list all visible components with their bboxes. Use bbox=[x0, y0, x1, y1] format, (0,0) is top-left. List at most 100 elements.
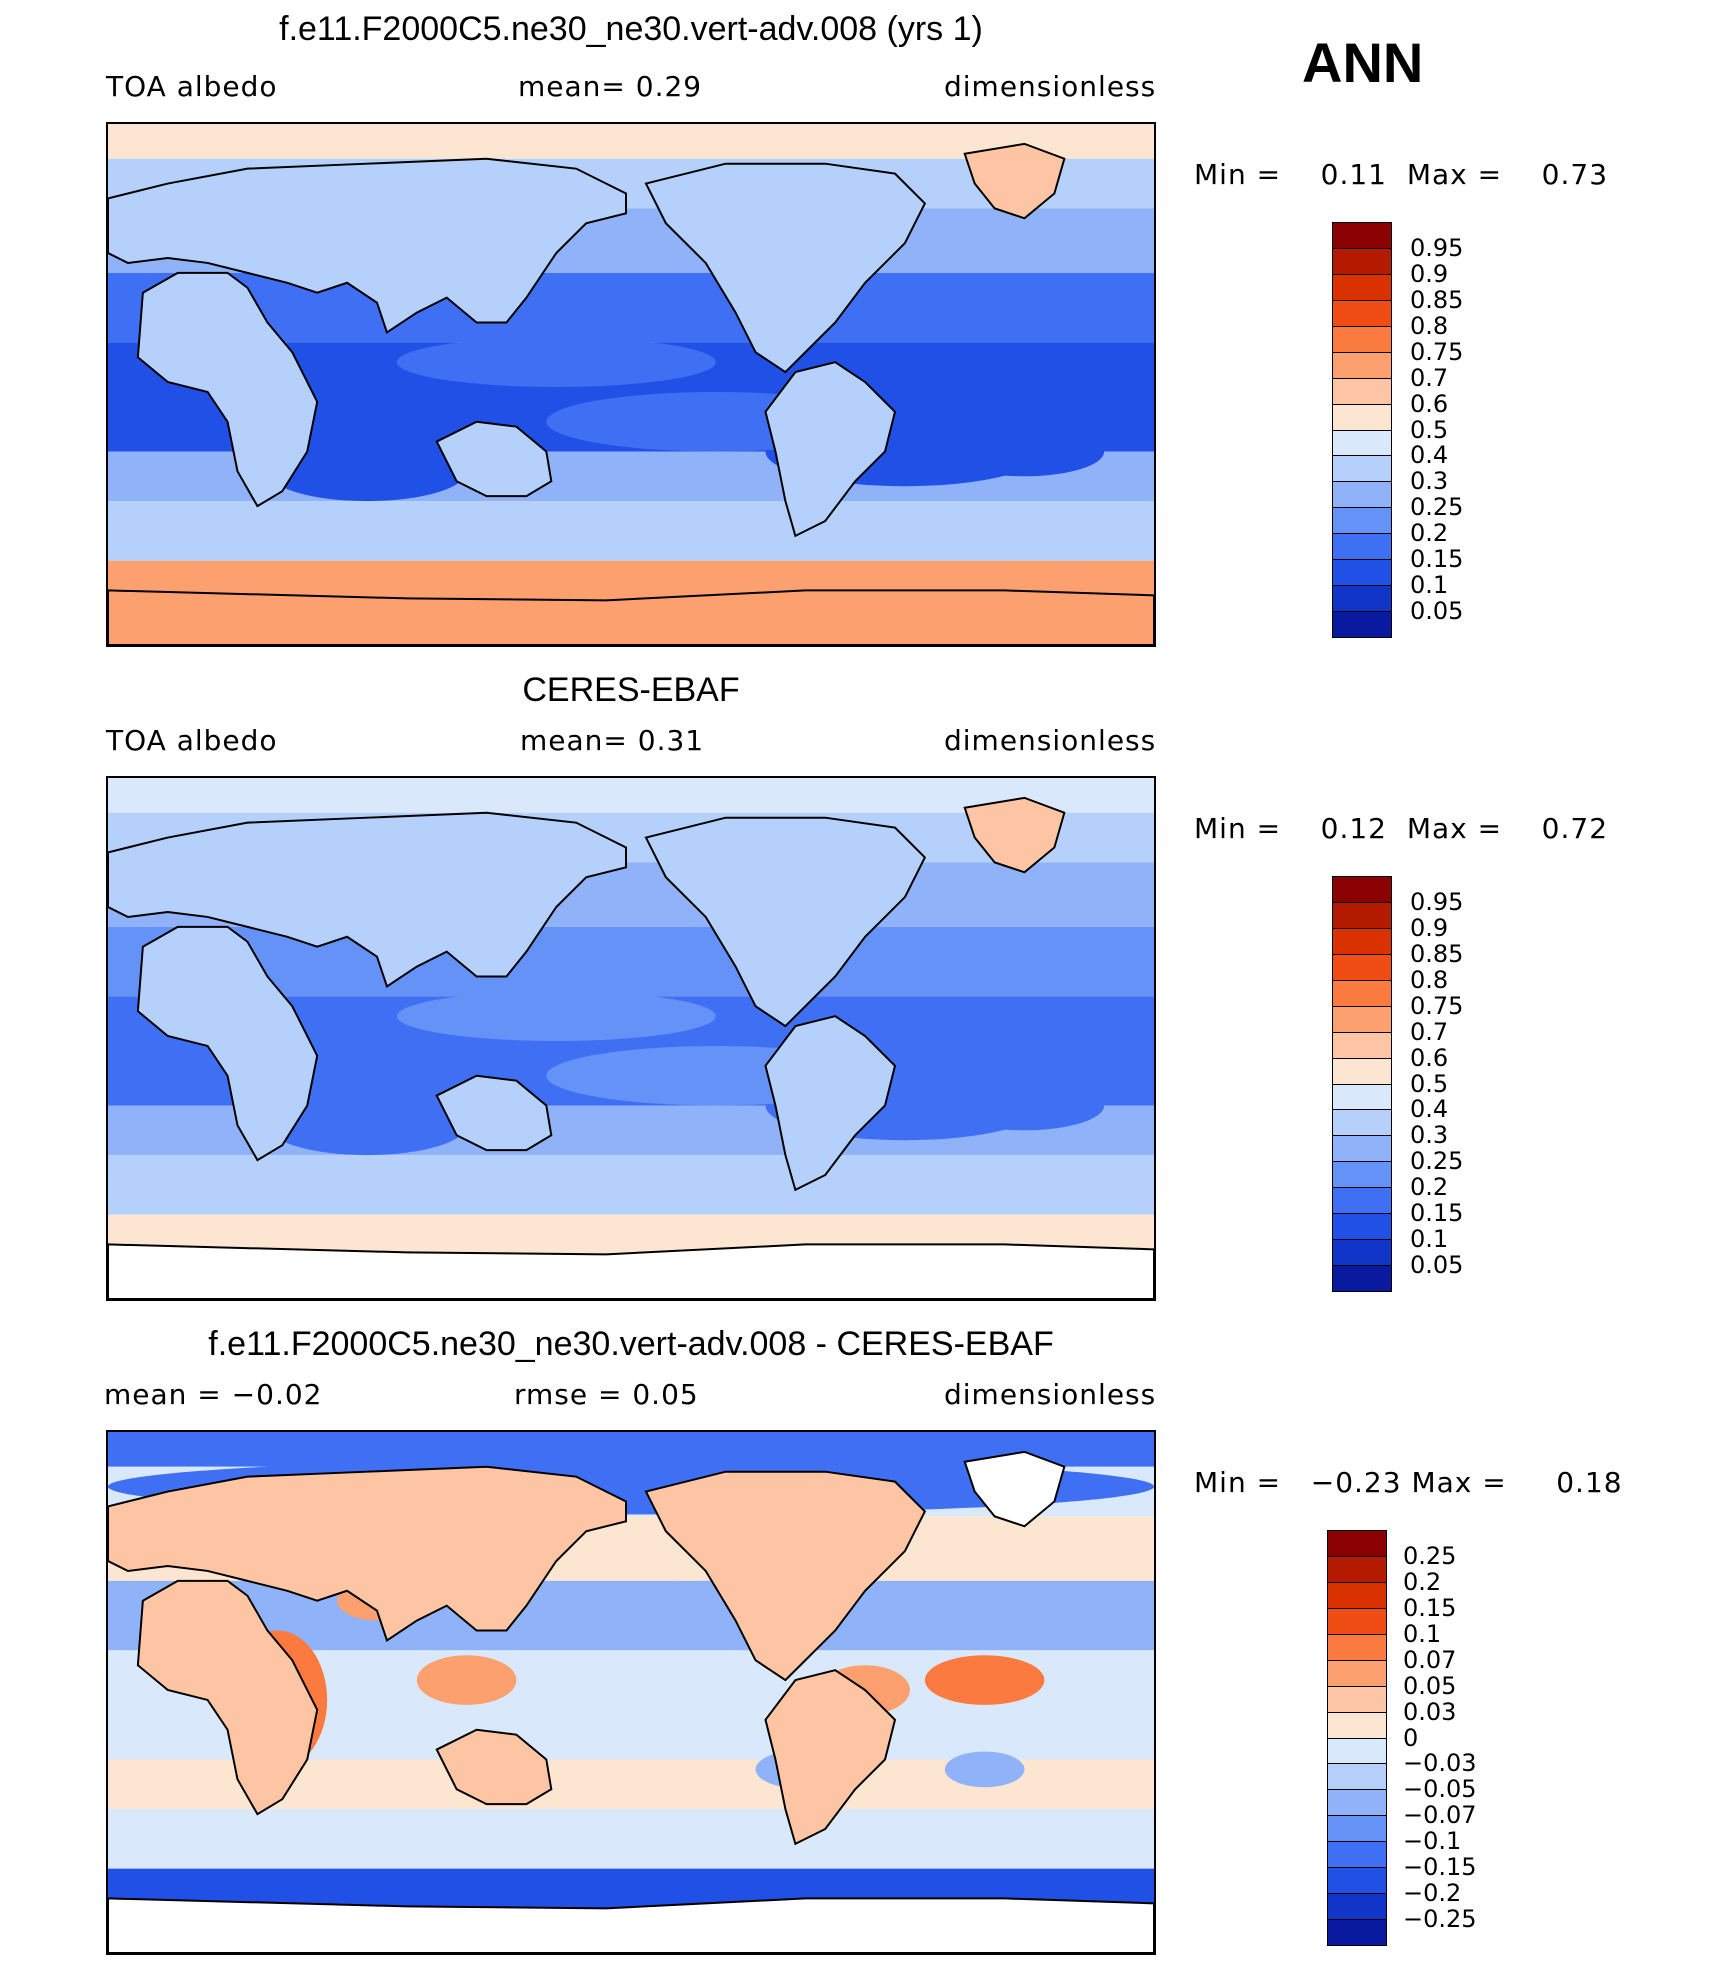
continent-africa bbox=[136, 271, 319, 508]
difference-feature bbox=[944, 1751, 1025, 1788]
colorbar-swatch bbox=[1332, 533, 1392, 561]
colorbar-tick-label: 0.15 bbox=[1410, 1199, 1464, 1228]
continent-samerica bbox=[764, 1669, 897, 1846]
zonal-band bbox=[108, 926, 1154, 997]
colorbar-swatch bbox=[1327, 1607, 1387, 1635]
colorbar-swatch bbox=[1332, 953, 1392, 981]
panel-2-variable-label: TOA albedo bbox=[106, 724, 278, 757]
colorbar-swatch bbox=[1327, 1685, 1387, 1713]
colorbar-tick-label: 0.5 bbox=[1410, 1069, 1449, 1098]
colorbar-tick-label: 0.7 bbox=[1410, 1017, 1449, 1046]
panel-2-colorbar: 0.95 0.9 0.85 0.8 0.75 0.7 0.6 0.5 0.4 0.3 0.25 0.2… bbox=[1332, 876, 1492, 1292]
colorbar-tick-label: 0.9 bbox=[1410, 913, 1449, 942]
colorbar-tick-label: 0.75 bbox=[1410, 337, 1464, 366]
ocean-feature bbox=[267, 1095, 467, 1156]
colorbar-tick-label: 0.2 bbox=[1410, 1173, 1449, 1202]
zonal-band bbox=[108, 272, 1154, 343]
colorbar-swatch bbox=[1332, 481, 1392, 509]
panel-3-units-label: dimensionless bbox=[944, 1378, 1157, 1411]
panel-2-units-label: dimensionless bbox=[944, 724, 1157, 757]
panel-1-units-label: dimensionless bbox=[944, 70, 1157, 103]
colorbar-swatch bbox=[1332, 222, 1392, 249]
panel-3-mean-label: mean = −0.02 bbox=[104, 1378, 323, 1411]
ocean-feature bbox=[396, 991, 716, 1041]
panel-3-max-label: Max = bbox=[1411, 1466, 1507, 1499]
colorbar-tick-label: 0.1 bbox=[1410, 571, 1449, 600]
ocean-feature bbox=[944, 426, 1105, 477]
colorbar-swatch bbox=[1327, 1530, 1387, 1557]
continent-australia bbox=[435, 420, 553, 498]
continent-australia bbox=[435, 1728, 553, 1806]
continent-namerica bbox=[644, 162, 927, 374]
colorbar-swatch bbox=[1327, 1581, 1387, 1609]
continent-antarctica bbox=[108, 1897, 1154, 1953]
colorbar-tick-label: 0.15 bbox=[1410, 545, 1464, 574]
colorbar-tick-label: 0.25 bbox=[1410, 493, 1464, 522]
colorbar-swatch bbox=[1332, 429, 1392, 457]
colorbar-tick-label: 0.2 bbox=[1410, 519, 1449, 548]
colorbar-swatch bbox=[1332, 377, 1392, 405]
panel-1-min-value: 0.11 bbox=[1320, 158, 1387, 191]
colorbar-tick-label: −0.25 bbox=[1403, 1905, 1477, 1934]
panel-1-mean-label: mean= 0.29 bbox=[518, 70, 703, 103]
panel-1-map bbox=[106, 122, 1156, 647]
colorbar-tick-label: −0.15 bbox=[1403, 1853, 1477, 1882]
colorbar-swatch bbox=[1332, 273, 1392, 301]
colorbar-tick-label: −0.05 bbox=[1403, 1775, 1477, 1804]
colorbar-tick-label: 0.6 bbox=[1410, 1043, 1449, 1072]
colorbar-swatch bbox=[1332, 455, 1392, 483]
colorbar-swatch bbox=[1332, 403, 1392, 431]
continent-antarctica bbox=[108, 1243, 1154, 1299]
panel-2-max-label: Max = bbox=[1406, 812, 1503, 845]
continent-greenland bbox=[963, 142, 1066, 220]
panel-2-title: CERES-EBAF bbox=[522, 671, 740, 709]
panel-2-mean-label: mean= 0.31 bbox=[520, 724, 705, 757]
colorbar-swatch bbox=[1327, 1893, 1387, 1921]
panel-2-min-label: Min = bbox=[1194, 812, 1282, 845]
colorbar-swatch bbox=[1327, 1867, 1387, 1895]
colorbar-swatch bbox=[1327, 1737, 1387, 1765]
zonal-band bbox=[108, 1809, 1154, 1869]
panel-3-rmse-label: rmse = 0.05 bbox=[514, 1378, 699, 1411]
ocean-feature bbox=[944, 1080, 1105, 1131]
colorbar-swatch bbox=[1327, 1555, 1387, 1583]
continent-africa bbox=[136, 1579, 319, 1816]
colorbar-tick-label: 0.75 bbox=[1410, 991, 1464, 1020]
colorbar-tick-label: 0.2 bbox=[1403, 1567, 1442, 1596]
colorbar-tick-label: 0.6 bbox=[1410, 389, 1449, 418]
panel-1-min-label: Min = bbox=[1194, 158, 1282, 191]
ocean-feature bbox=[396, 337, 716, 387]
panel-1-minmax: Min = 0.11 Max = 0.73 bbox=[1194, 158, 1608, 191]
colorbar-swatch bbox=[1332, 507, 1392, 535]
continent-namerica bbox=[644, 1470, 927, 1682]
ocean-feature bbox=[446, 1176, 965, 1213]
colorbar-swatch bbox=[1332, 901, 1392, 929]
colorbar-tick-label: −0.1 bbox=[1403, 1827, 1462, 1856]
colorbar-swatch bbox=[1332, 1031, 1392, 1059]
continent-samerica bbox=[764, 361, 897, 538]
colorbar-swatch bbox=[1327, 1815, 1387, 1843]
continent-antarctica bbox=[108, 589, 1154, 645]
continent-australia bbox=[435, 1074, 553, 1152]
colorbar-tick-label: 0.85 bbox=[1410, 939, 1464, 968]
panel-1-variable-label: TOA albedo bbox=[106, 70, 278, 103]
colorbar-swatch bbox=[1327, 1633, 1387, 1661]
colorbar-tick-label: 0.05 bbox=[1410, 1251, 1464, 1280]
colorbar-tick-label: 0.25 bbox=[1410, 1147, 1464, 1176]
continent-greenland bbox=[963, 1450, 1066, 1528]
colorbar-swatch bbox=[1332, 1057, 1392, 1085]
ocean-feature bbox=[446, 522, 965, 559]
panel-3-min-label: Min = bbox=[1194, 1466, 1282, 1499]
colorbar-tick-label: 0.4 bbox=[1410, 441, 1449, 470]
colorbar-swatch bbox=[1332, 1161, 1392, 1189]
continent-africa bbox=[136, 925, 319, 1162]
colorbar-tick-label: 0.07 bbox=[1403, 1645, 1457, 1674]
colorbar-tick-label: 0.3 bbox=[1410, 467, 1449, 496]
colorbar-swatch bbox=[1332, 1239, 1392, 1267]
colorbar-swatch bbox=[1332, 1135, 1392, 1163]
colorbar-tick-label: 0.8 bbox=[1410, 311, 1449, 340]
colorbar-swatch bbox=[1327, 1919, 1387, 1946]
colorbar-swatch bbox=[1332, 247, 1392, 275]
colorbar-tick-label: 0.8 bbox=[1410, 965, 1449, 994]
colorbar-swatch bbox=[1332, 876, 1392, 903]
